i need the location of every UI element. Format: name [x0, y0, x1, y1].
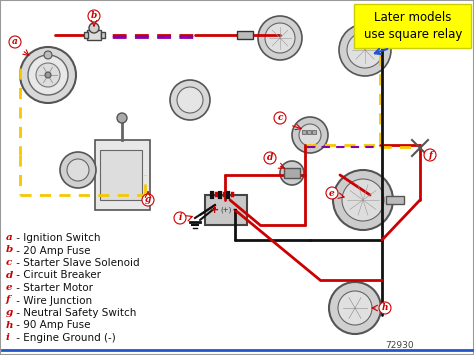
Bar	[237, 31, 253, 39]
Circle shape	[88, 10, 100, 22]
Text: h: h	[6, 321, 13, 329]
Text: Later models
use square relay: Later models use square relay	[364, 11, 462, 41]
Text: - Ignition Switch: - Ignition Switch	[13, 233, 100, 243]
Text: e: e	[329, 189, 335, 197]
Text: -: -	[233, 205, 237, 215]
Text: g: g	[6, 308, 13, 317]
Circle shape	[36, 63, 60, 87]
Text: d: d	[267, 153, 273, 163]
Circle shape	[274, 112, 286, 124]
Circle shape	[9, 36, 21, 48]
Circle shape	[89, 23, 99, 33]
Circle shape	[174, 212, 186, 224]
Text: - Engine Ground (-): - Engine Ground (-)	[13, 333, 116, 343]
Circle shape	[28, 55, 68, 95]
Text: d: d	[6, 271, 13, 279]
Text: b: b	[6, 246, 13, 255]
Bar	[95, 140, 150, 210]
Circle shape	[379, 302, 391, 314]
Bar	[307, 130, 311, 134]
Circle shape	[339, 24, 391, 76]
Bar	[312, 130, 316, 134]
Text: f: f	[428, 151, 432, 159]
Circle shape	[299, 124, 321, 146]
Circle shape	[170, 80, 210, 120]
Text: b: b	[91, 11, 97, 21]
Text: - 20 Amp Fuse: - 20 Amp Fuse	[13, 246, 91, 256]
Text: - Starter Motor: - Starter Motor	[13, 283, 93, 293]
Text: (+): (+)	[220, 207, 232, 213]
Bar	[87, 30, 101, 40]
Circle shape	[280, 161, 304, 185]
Text: - 90 Amp Fuse: - 90 Amp Fuse	[13, 321, 91, 331]
Text: - Circuit Breaker: - Circuit Breaker	[13, 271, 101, 280]
Text: - Starter Slave Solenoid: - Starter Slave Solenoid	[13, 258, 140, 268]
Text: i: i	[178, 213, 182, 223]
Text: e: e	[6, 283, 13, 292]
Circle shape	[326, 187, 338, 199]
Text: f: f	[6, 295, 10, 305]
Text: a: a	[12, 38, 18, 47]
Circle shape	[60, 152, 96, 188]
Text: i: i	[6, 333, 10, 342]
Bar	[101, 32, 105, 38]
Circle shape	[20, 47, 76, 103]
Circle shape	[333, 170, 393, 230]
Text: +: +	[210, 205, 219, 215]
Circle shape	[67, 159, 89, 181]
Circle shape	[347, 32, 383, 68]
FancyBboxPatch shape	[354, 4, 471, 48]
Circle shape	[142, 194, 154, 206]
Bar	[84, 32, 88, 38]
Circle shape	[117, 113, 127, 123]
Circle shape	[338, 291, 372, 325]
Circle shape	[265, 23, 295, 53]
Text: a: a	[6, 233, 13, 242]
Circle shape	[45, 72, 51, 78]
Text: 72930: 72930	[385, 340, 414, 350]
Circle shape	[44, 51, 52, 59]
Bar	[205, 195, 247, 225]
Bar	[386, 196, 404, 204]
Text: c: c	[277, 114, 283, 122]
Text: - Wire Junction: - Wire Junction	[13, 295, 92, 306]
Circle shape	[264, 152, 276, 164]
Text: - Neutral Safety Switch: - Neutral Safety Switch	[13, 308, 137, 318]
Circle shape	[424, 149, 436, 161]
Text: g: g	[145, 196, 151, 204]
Circle shape	[258, 16, 302, 60]
Bar	[100, 150, 142, 200]
Text: c: c	[6, 258, 12, 267]
Bar	[284, 168, 300, 178]
Circle shape	[329, 282, 381, 334]
Circle shape	[177, 87, 203, 113]
Circle shape	[292, 117, 328, 153]
Bar	[302, 130, 306, 134]
Circle shape	[342, 179, 384, 221]
Text: h: h	[382, 304, 388, 312]
